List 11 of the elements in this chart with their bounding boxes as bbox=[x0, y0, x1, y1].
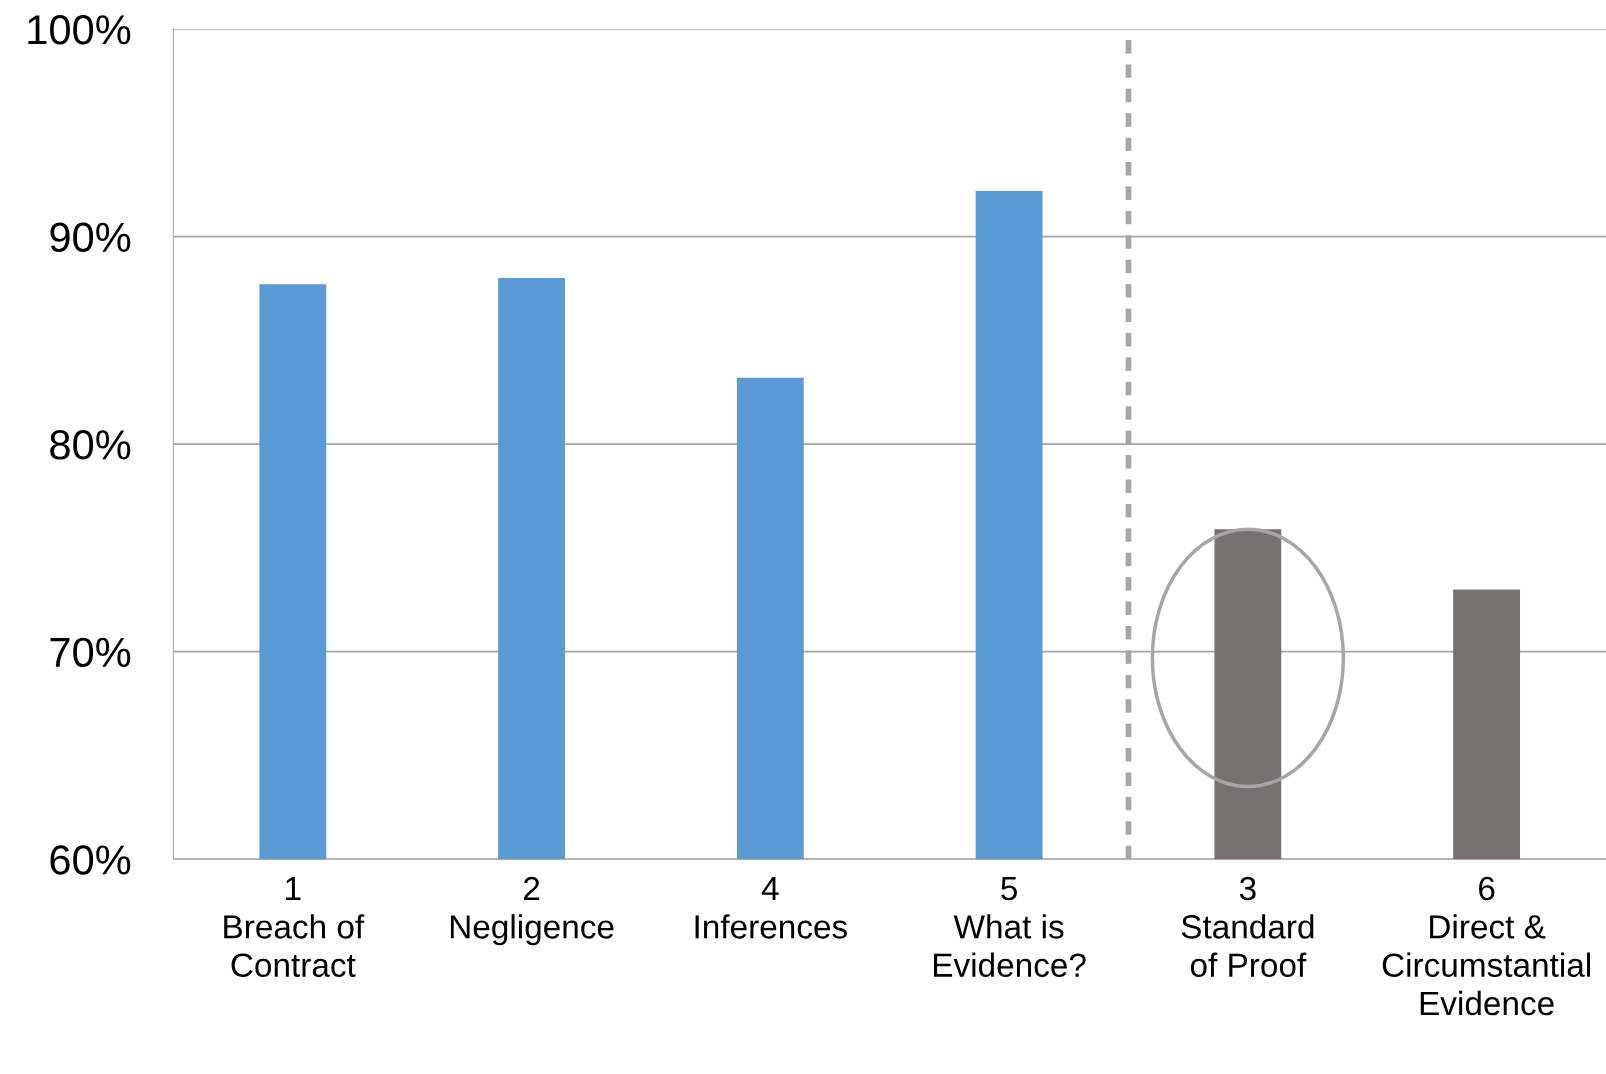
x-tick-label: 2 Negligence bbox=[450, 876, 614, 946]
x-tick-label: 6 Direct & Circumstantial Evidence bbox=[1382, 876, 1590, 1016]
y-tick-label: 70% bbox=[50, 637, 131, 668]
y-tick-label: 100% bbox=[28, 15, 131, 45]
x-tick-label: 3 Standard of Proof bbox=[1181, 876, 1314, 977]
x-tick-label: 5 What is Evidence? bbox=[934, 877, 1086, 977]
x-tick-label: 1 Breach of Contract bbox=[224, 877, 365, 977]
y-tick-label: 90% bbox=[50, 222, 131, 253]
y-tick-label: 80% bbox=[50, 430, 131, 460]
x-tick-label: 4 Inferences bbox=[695, 877, 847, 939]
y-tick-label: 60% bbox=[50, 845, 131, 875]
